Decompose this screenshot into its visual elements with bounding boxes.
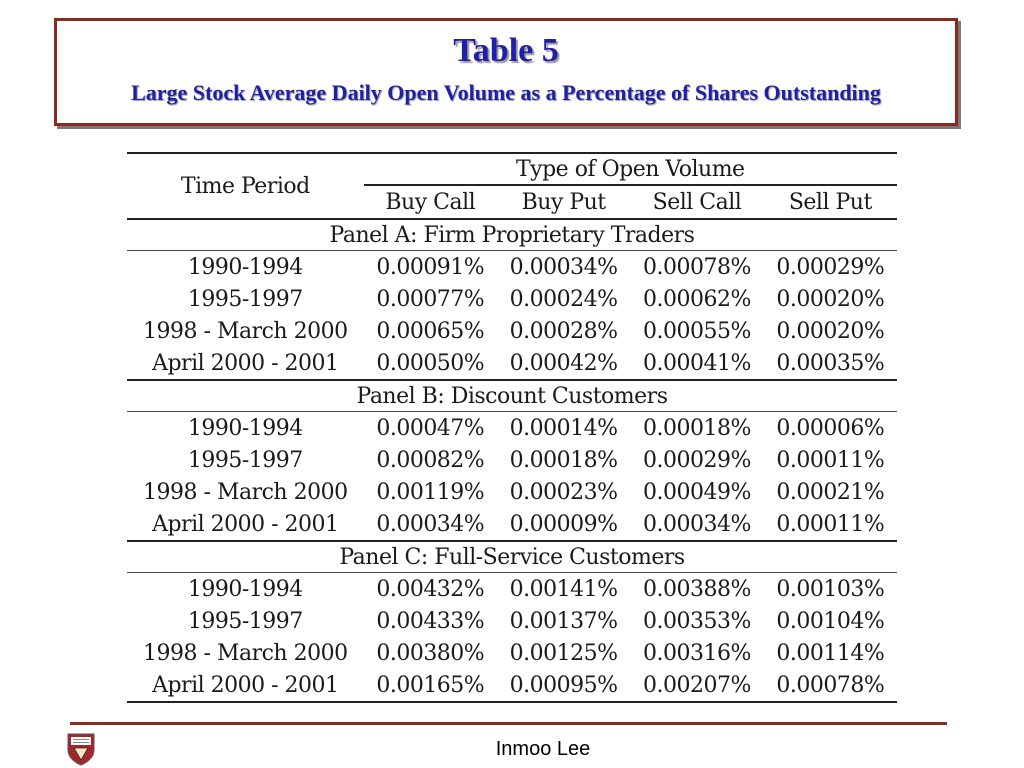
footer-divider xyxy=(70,722,947,725)
value-cell: 0.00029% xyxy=(643,447,751,473)
value-cell: 0.00433% xyxy=(376,608,485,634)
value-cell: 0.00050% xyxy=(376,350,485,376)
value-cell: 0.00316% xyxy=(643,640,751,666)
value-cell: 0.00432% xyxy=(376,576,485,602)
table-row: 1995-1997 0.00077% 0.00024% 0.00062% 0.00020… xyxy=(127,283,897,315)
value-cell: 0.00034% xyxy=(509,254,618,280)
slide-subtitle: Large Stock Average Daily Open Volume as… xyxy=(131,80,881,105)
value-cell: 0.00077% xyxy=(376,286,485,312)
slide-title: Table 5 xyxy=(453,32,559,69)
table-row: 1998 - March 2000 0.00119% 0.00023% 0.00049… xyxy=(127,476,897,508)
group-header: Type of Open Volume xyxy=(363,152,897,186)
table-row: April 2000 - 2001 0.00050% 0.00042% 0.00041… xyxy=(127,347,897,380)
value-cell: 0.00028% xyxy=(509,318,618,344)
value-cell: 0.00029% xyxy=(776,254,885,280)
value-cell: 0.00035% xyxy=(776,350,885,376)
value-cell: 0.00047% xyxy=(376,415,485,441)
value-cell: 0.00023% xyxy=(509,479,618,505)
value-cell: 0.00104% xyxy=(776,608,885,634)
table-row: 1998 - March 2000 0.00065% 0.00028% 0.00055… xyxy=(127,315,897,347)
value-cell: 0.00082% xyxy=(376,447,485,473)
panel-label: Panel A: Firm Proprietary Traders xyxy=(127,219,897,251)
value-cell: 0.00380% xyxy=(376,640,485,666)
table-row: 1990-1994 0.00432% 0.00141% 0.00388% 0.00103… xyxy=(127,573,897,606)
period-cell: 1998 - March 2000 xyxy=(143,479,348,505)
value-cell: 0.00141% xyxy=(509,576,618,602)
value-cell: 0.00095% xyxy=(496,669,631,703)
period-cell: 1990-1994 xyxy=(187,415,303,441)
value-cell: 0.00388% xyxy=(643,576,751,602)
panel-row: Panel A: Firm Proprietary Traders xyxy=(127,219,897,251)
value-cell: 0.00034% xyxy=(376,511,485,537)
table-row: April 2000 - 2001 0.00165% 0.00095% 0.00207… xyxy=(127,669,897,703)
value-cell: 0.00011% xyxy=(776,511,885,537)
value-cell: 0.00041% xyxy=(643,350,751,376)
value-cell: 0.00065% xyxy=(376,318,485,344)
panel-label: Panel C: Full-Service Customers xyxy=(127,540,897,573)
panel-label: Panel B: Discount Customers xyxy=(127,379,897,412)
period-cell: April 2000 - 2001 xyxy=(152,511,339,537)
title-box: Table 5 Large Stock Average Daily Open V… xyxy=(54,18,958,126)
value-cell: 0.00014% xyxy=(509,415,618,441)
table-row: 1995-1997 0.00433% 0.00137% 0.00353% 0.00104… xyxy=(127,605,897,637)
value-cell: 0.00114% xyxy=(776,640,885,666)
period-cell: 1998 - March 2000 xyxy=(143,318,348,344)
value-cell: 0.00103% xyxy=(776,576,885,602)
period-cell: 1990-1994 xyxy=(187,254,303,280)
table-row: 1990-1994 0.00047% 0.00014% 0.00018% 0.00006… xyxy=(127,412,897,445)
value-cell: 0.00011% xyxy=(776,447,885,473)
period-cell: 1995-1997 xyxy=(187,447,303,473)
period-cell: 1995-1997 xyxy=(187,286,303,312)
table-row: 1995-1997 0.00082% 0.00018% 0.00029% 0.00011… xyxy=(127,444,897,476)
value-cell: 0.00049% xyxy=(643,479,751,505)
value-cell: 0.00119% xyxy=(376,479,485,505)
column-header: Sell Call xyxy=(630,185,764,220)
value-cell: 0.00021% xyxy=(776,479,885,505)
period-cell: April 2000 - 2001 xyxy=(127,669,364,703)
value-cell: 0.00062% xyxy=(643,286,751,312)
column-header: Buy Put xyxy=(496,185,631,220)
value-cell: 0.00018% xyxy=(509,447,618,473)
value-cell: 0.00009% xyxy=(509,511,618,537)
period-cell: April 2000 - 2001 xyxy=(152,350,339,376)
period-cell: 1990-1994 xyxy=(187,576,303,602)
period-cell: 1995-1997 xyxy=(187,608,303,634)
value-cell: 0.00207% xyxy=(630,669,764,703)
value-cell: 0.00091% xyxy=(376,254,485,280)
value-cell: 0.00125% xyxy=(509,640,618,666)
table-row: April 2000 - 2001 0.00034% 0.00009% 0.00034… xyxy=(127,508,897,541)
column-header: Sell Put xyxy=(763,185,897,220)
table-row: 1998 - March 2000 0.00380% 0.00125% 0.00316… xyxy=(127,637,897,669)
value-cell: 0.00137% xyxy=(509,608,618,634)
table-row: 1990-1994 0.00091% 0.00034% 0.00078% 0.00029… xyxy=(127,251,897,284)
value-cell: 0.00024% xyxy=(509,286,618,312)
row-header: Time Period xyxy=(127,152,364,220)
panel-row: Panel B: Discount Customers xyxy=(127,379,897,412)
university-seal-icon xyxy=(67,733,95,766)
value-cell: 0.00034% xyxy=(643,511,751,537)
value-cell: 0.00020% xyxy=(776,318,885,344)
value-cell: 0.00055% xyxy=(643,318,751,344)
header-row-columns: Buy Call Buy Put Sell Call Sell Put xyxy=(127,185,897,220)
period-cell: 1998 - March 2000 xyxy=(143,640,348,666)
value-cell: 0.00018% xyxy=(643,415,751,441)
value-cell: 0.00353% xyxy=(643,608,751,634)
value-cell: 0.00078% xyxy=(763,669,897,703)
value-cell: 0.00165% xyxy=(363,669,497,703)
value-cell: 0.00078% xyxy=(643,254,751,280)
header-row-group: Time Period Type of Open Volume xyxy=(127,152,897,220)
value-cell: 0.00042% xyxy=(509,350,618,376)
value-cell: 0.00006% xyxy=(776,415,885,441)
data-table: Time Period Type of Open Volume Buy Call… xyxy=(127,152,897,703)
footer-author: Inmoo Lee xyxy=(495,738,591,760)
value-cell: 0.00020% xyxy=(776,286,885,312)
column-header: Buy Call xyxy=(363,185,497,220)
panel-row: Panel C: Full-Service Customers xyxy=(127,540,897,573)
